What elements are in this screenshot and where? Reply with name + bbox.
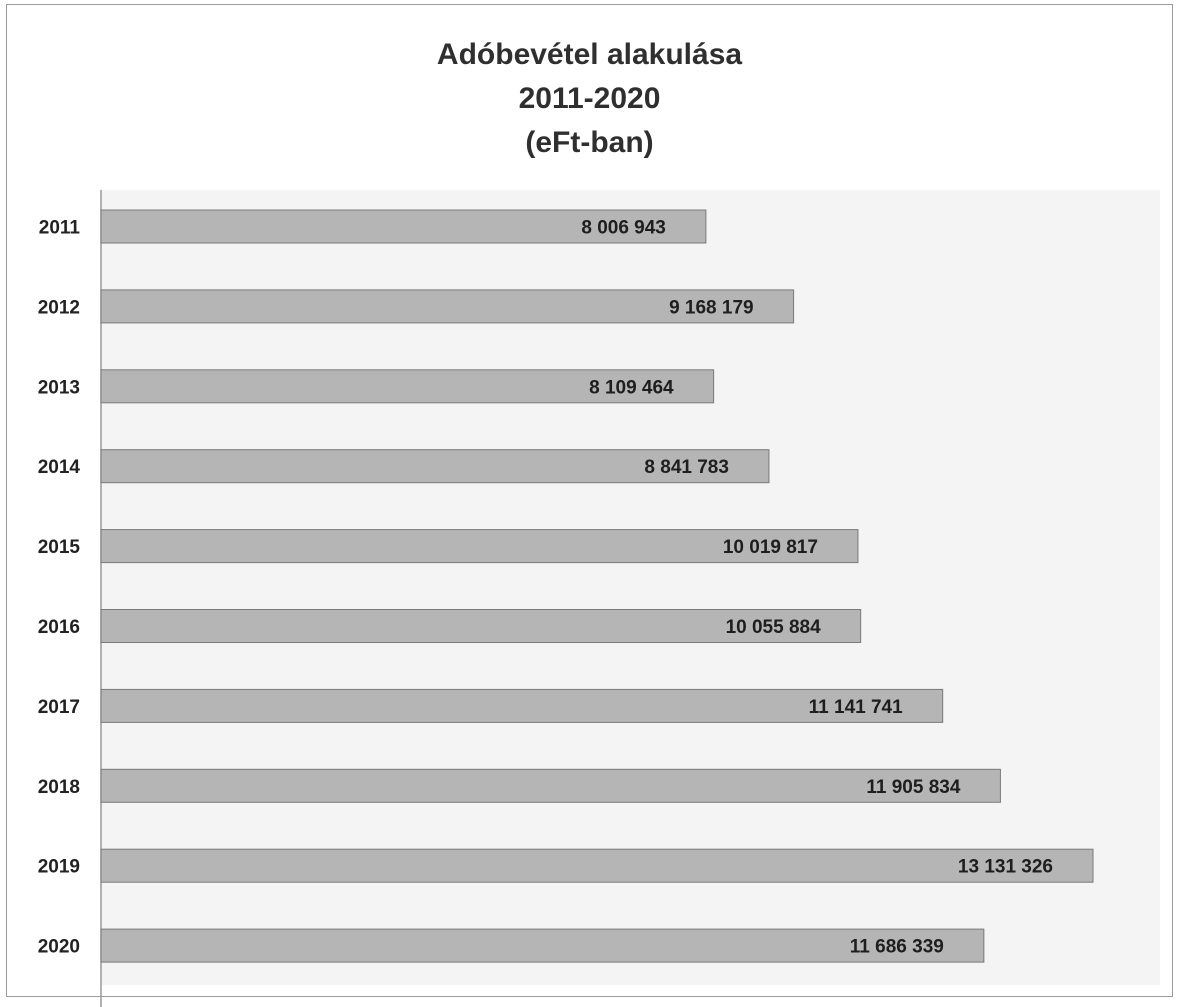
category-label-2017: 2017 [38,697,80,718]
data-label-2015: 10 019 817 [723,537,818,558]
data-label-2017: 11 141 741 [809,697,903,718]
bar-2019 [100,848,1094,883]
bar-2018 [100,768,1001,803]
category-label-2019: 2019 [38,857,80,878]
chart-title-line-3: (eFt-ban) [525,126,654,159]
category-label-2011: 2011 [39,218,81,239]
bar-2015 [100,529,859,564]
chart-title-line-1: Adóbevétel alakulása [436,38,743,71]
category-label-2018: 2018 [38,777,80,798]
category-label-2013: 2013 [38,377,80,398]
bar-2011 [100,209,707,244]
data-label-2014: 8 841 783 [644,457,729,478]
chart-title: Adóbevétel alakulása 2011-2020 (eFt-ban) [7,33,1172,165]
bar-2014 [100,449,770,484]
bar-2012 [100,289,795,324]
category-label-2020: 2020 [38,937,80,958]
category-label-2012: 2012 [38,297,80,318]
data-label-2011: 8 006 943 [581,218,666,239]
data-label-2019: 13 131 326 [958,857,1053,878]
data-label-2018: 11 905 834 [866,777,960,798]
data-label-2020: 11 686 339 [850,937,944,958]
bar-2013 [100,369,715,404]
category-label-2014: 2014 [38,457,81,478]
data-label-2016: 10 055 884 [726,617,822,638]
data-label-2012: 9 168 179 [669,297,754,318]
data-label-2013: 8 109 464 [589,377,674,398]
category-label-2016: 2016 [38,617,80,638]
chart-title-line-2: 2011-2020 [518,82,661,115]
bar-2017 [100,688,944,723]
bar-2020 [100,928,985,963]
category-label-2015: 2015 [38,537,81,558]
bar-2016 [100,609,862,643]
